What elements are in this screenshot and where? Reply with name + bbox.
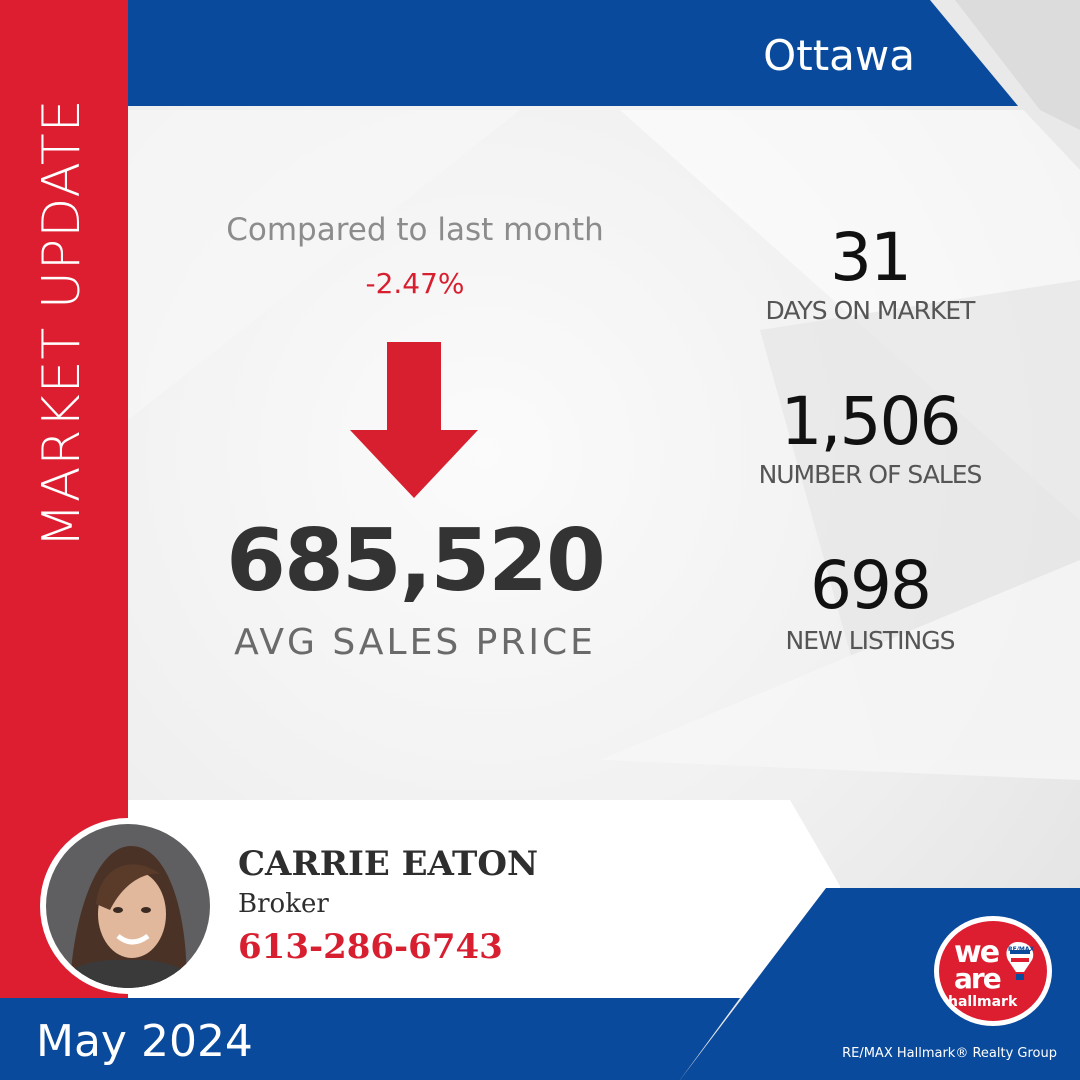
new-listings-value: 698	[810, 547, 932, 624]
avatar	[40, 818, 216, 994]
days-on-market-value: 31	[830, 219, 912, 296]
agent-name: CARRIE EATON	[238, 844, 539, 884]
logo-text-we: we	[954, 935, 999, 970]
avg-sales-price-label: AVG SALES PRICE	[234, 622, 596, 663]
balloon-icon	[1006, 942, 1034, 980]
agent-phone-link[interactable]: 613-286-6743	[238, 927, 503, 967]
report-date: May 2024	[36, 1016, 253, 1067]
days-on-market-label: DAYS ON MARKET	[765, 296, 976, 325]
city-name: Ottawa	[763, 31, 915, 80]
logo-badge-remax: RE/MAX	[1008, 946, 1035, 953]
logo-text-hallmark: hallmark	[948, 994, 1018, 1010]
we-are-hallmark-logo: we are hallmark RE/MAX	[934, 916, 1052, 1026]
avg-sales-price-value: 685,520	[226, 511, 606, 611]
agent-title: Broker	[238, 889, 329, 919]
top-blue-band	[128, 0, 1018, 106]
new-listings-label: NEW LISTINGS	[785, 626, 956, 655]
number-of-sales-label: NUMBER OF SALES	[758, 460, 983, 489]
number-of-sales-value: 1,506	[780, 383, 962, 460]
agent-panel	[128, 800, 840, 886]
bottom-blue-band	[0, 998, 740, 1080]
logo-text-are: are	[954, 962, 1001, 995]
market-update-title: MARKET UPDATE	[32, 98, 92, 548]
arrow-down-icon	[350, 342, 478, 498]
company-name: RE/MAX Hallmark® Realty Group	[842, 1046, 1057, 1061]
comparison-label: Compared to last month	[226, 212, 604, 248]
percent-change: -2.47%	[365, 267, 465, 300]
